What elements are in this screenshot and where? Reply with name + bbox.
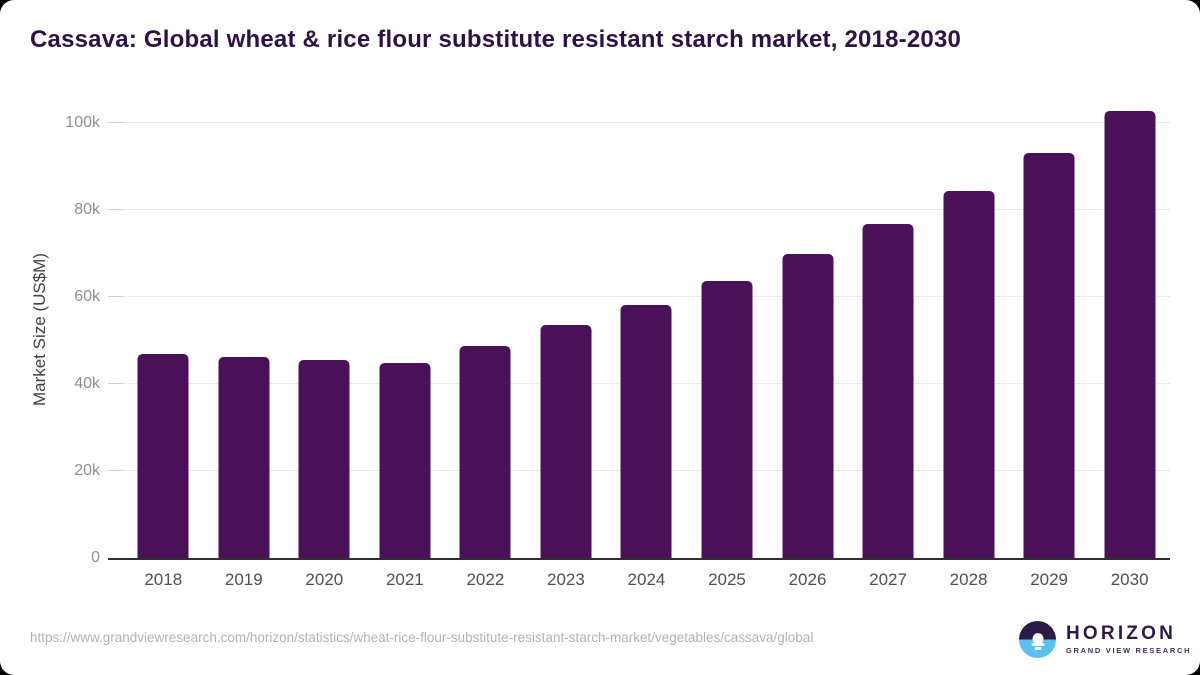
y-tick <box>108 295 123 297</box>
x-tick-label: 2019 <box>224 570 263 589</box>
logo-name: HORIZON <box>1066 623 1177 644</box>
bar <box>298 360 350 558</box>
x-tick-label: 2021 <box>385 570 424 589</box>
bar <box>701 280 753 558</box>
bar-column <box>445 101 526 558</box>
x-tick-label: 2027 <box>869 570 907 589</box>
bar-column <box>687 101 768 558</box>
bar <box>540 325 592 558</box>
bar-column <box>767 101 848 558</box>
logo-text: HORIZON GRAND VIEW RESEARCH <box>1066 624 1191 655</box>
bar-column <box>1089 101 1170 558</box>
bar <box>459 345 511 558</box>
gridline <box>123 208 1170 210</box>
x-tick-label: 2024 <box>627 570 666 589</box>
horizon-logo: HORIZON GRAND VIEW RESEARCH <box>1019 621 1191 658</box>
bar-column <box>526 101 607 558</box>
x-axis-labels: 2018 2019 2020 2021 2022 2023 2024 2025 2026 2027… <box>123 570 1170 590</box>
y-tick <box>108 208 123 210</box>
x-tick-label: 2020 <box>305 570 344 589</box>
y-tick-label: 40k <box>74 374 100 392</box>
water-reflection-line <box>1034 647 1041 650</box>
source-url: https://www.grandviewresearch.com/horizo… <box>30 630 814 645</box>
x-tick-label: 2022 <box>466 570 505 589</box>
gridline <box>123 121 1170 123</box>
y-tick-label: 100k <box>65 113 100 131</box>
bar <box>1023 153 1075 558</box>
bar <box>1104 110 1156 558</box>
plot-area: 0 20k 40k 60k 80k 100k <box>65 101 1170 566</box>
bar <box>862 224 914 558</box>
y-tick <box>108 469 123 471</box>
y-tick <box>108 382 123 384</box>
x-tick-label: 2023 <box>547 570 585 589</box>
sun-icon <box>1032 632 1043 644</box>
y-tick <box>108 121 123 123</box>
x-tick-label: 2026 <box>788 570 827 589</box>
bars-container <box>123 101 1170 558</box>
bar <box>137 354 189 558</box>
bar-column <box>284 101 365 558</box>
bar-column <box>204 101 285 558</box>
bar-column <box>928 101 1009 558</box>
bar <box>620 304 672 558</box>
y-tick-label: 0 <box>91 549 100 566</box>
bar <box>218 357 270 558</box>
y-tick-zero <box>108 558 123 560</box>
chart-title: Cassava: Global wheat & rice flour subst… <box>30 26 962 53</box>
bar-column <box>123 101 204 558</box>
gridline <box>123 295 1170 297</box>
x-tick-label: 2025 <box>708 570 746 589</box>
y-tick-label: 60k <box>74 287 100 305</box>
y-axis-title-text: Market Size (US$M) <box>30 252 49 407</box>
y-tick-label: 80k <box>74 200 100 218</box>
bar-column <box>848 101 929 558</box>
bar-column <box>365 101 446 558</box>
y-axis-title: Market Size (US$M) <box>28 101 52 558</box>
x-tick-label: 2028 <box>949 570 988 589</box>
bar <box>782 253 834 558</box>
x-tick-label: 2030 <box>1110 570 1149 589</box>
horizon-logo-icon <box>1019 621 1056 658</box>
logo-subtext: GRAND VIEW RESEARCH <box>1066 646 1192 655</box>
y-tick-label: 20k <box>74 461 100 479</box>
bar-column <box>1009 101 1090 558</box>
water-reflection-line <box>1031 643 1044 646</box>
x-tick-label: 2018 <box>144 570 183 589</box>
x-tick-label: 2029 <box>1030 570 1069 589</box>
bar-column <box>606 101 687 558</box>
bar <box>379 362 431 558</box>
bar <box>943 190 995 558</box>
